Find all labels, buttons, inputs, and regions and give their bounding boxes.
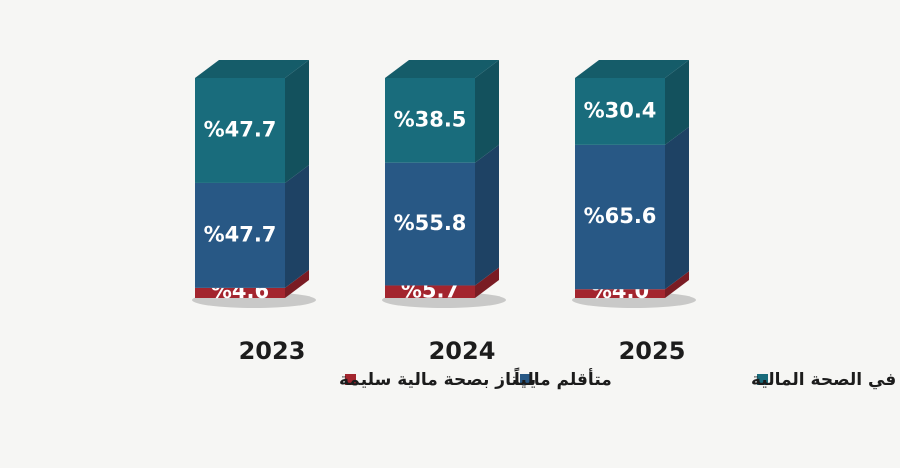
value-label: %55.8 <box>394 211 467 235</box>
bar-segment <box>385 78 475 163</box>
bar-segment <box>575 144 665 290</box>
bar-segment <box>195 182 285 288</box>
bar-side <box>665 60 689 145</box>
bar-segment <box>385 162 475 286</box>
bar-segment <box>575 78 665 145</box>
bar-top <box>575 60 689 78</box>
x-tick-label: 2025 <box>619 337 686 365</box>
legend-swatch <box>757 374 768 385</box>
bar-side <box>665 271 689 298</box>
legend-swatch <box>345 374 356 385</box>
bar-segment <box>195 78 285 183</box>
bar-side <box>285 164 309 288</box>
legend-label: متأقلم مالياً <box>514 366 612 390</box>
bar-side <box>475 144 499 286</box>
bar-top <box>385 60 499 78</box>
x-tick-label: 2024 <box>429 337 496 365</box>
bar-side <box>475 267 499 298</box>
value-label: %30.4 <box>584 98 657 122</box>
value-label: %47.7 <box>204 222 277 246</box>
bar-segment <box>195 287 285 298</box>
value-label: %47.7 <box>204 117 277 141</box>
legend-swatch <box>520 374 531 385</box>
bar-side <box>475 60 499 163</box>
bar-segment <box>575 289 665 298</box>
bar-side <box>285 269 309 298</box>
bar-side <box>665 126 689 290</box>
value-label: %65.6 <box>584 204 657 228</box>
legend-label: يمتاز بصحة مالية سليمة <box>339 370 536 390</box>
value-label: %38.5 <box>394 107 467 131</box>
x-tick-label: 2023 <box>239 337 306 365</box>
legend-label: يعاني من ضعف في الصحة المالية <box>751 370 900 390</box>
bar-top <box>195 60 309 78</box>
bar-segment <box>385 285 475 298</box>
bar-side <box>285 60 309 183</box>
